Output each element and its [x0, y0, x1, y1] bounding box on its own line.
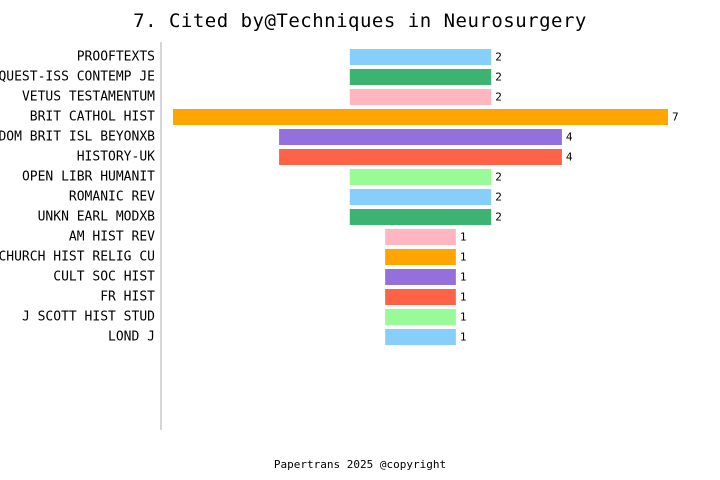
category-label: HISTORY-UK: [77, 150, 155, 165]
bar: [349, 189, 492, 205]
category-label: DOM BRIT ISL BEYONXB: [0, 130, 155, 145]
bar-value-label: 1: [460, 311, 467, 324]
category-label: J SCOTT HIST STUD: [22, 310, 155, 325]
category-label: VETUS TESTAMENTUM: [22, 90, 155, 105]
category-label: CULT SOC HIST: [53, 270, 155, 285]
bar: [385, 329, 456, 345]
category-label: AM HIST REV: [69, 230, 155, 245]
bar-value-label: 1: [460, 331, 467, 344]
bar-value-label: 7: [672, 111, 679, 124]
bar-value-label: 1: [460, 271, 467, 284]
bar: [279, 149, 562, 165]
category-label: QUEST-ISS CONTEMP JE: [0, 70, 155, 85]
category-label: OPEN LIBR HUMANIT: [22, 170, 155, 185]
bar: [279, 129, 562, 145]
bar: [349, 69, 492, 85]
category-label: PROOFTEXTS: [77, 50, 155, 65]
chart-title: 7. Cited by@Techniques in Neurosurgery: [133, 10, 587, 32]
category-label: CHURCH HIST RELIG CU: [0, 250, 155, 265]
bar: [349, 209, 492, 225]
bar-value-label: 1: [460, 291, 467, 304]
category-label: UNKN EARL MODXB: [38, 210, 156, 225]
bar: [385, 229, 456, 245]
category-label: ROMANIC REV: [69, 190, 155, 205]
bar-value-label: 2: [495, 211, 502, 224]
copyright-footer: Papertrans 2025 @copyright: [273, 458, 447, 471]
bar-value-label: 2: [495, 171, 502, 184]
category-label: BRIT CATHOL HIST: [30, 110, 155, 125]
bar-value-label: 4: [566, 131, 573, 144]
bar-value-label: 1: [460, 251, 467, 264]
category-label: LOND J: [108, 330, 155, 345]
bar: [349, 169, 492, 185]
bar: [349, 89, 492, 105]
bar: [173, 109, 668, 125]
bar-value-label: 2: [495, 191, 502, 204]
category-label: FR HIST: [100, 290, 155, 305]
bar: [349, 49, 492, 65]
bar-value-label: 1: [460, 231, 467, 244]
bar: [385, 269, 456, 285]
bar: [385, 309, 456, 325]
bar-value-label: 2: [495, 91, 502, 104]
bar-value-label: 4: [566, 151, 573, 164]
bar-value-label: 2: [495, 51, 502, 64]
bar: [385, 289, 456, 305]
bar-value-label: 2: [495, 71, 502, 84]
bar: [385, 249, 456, 265]
